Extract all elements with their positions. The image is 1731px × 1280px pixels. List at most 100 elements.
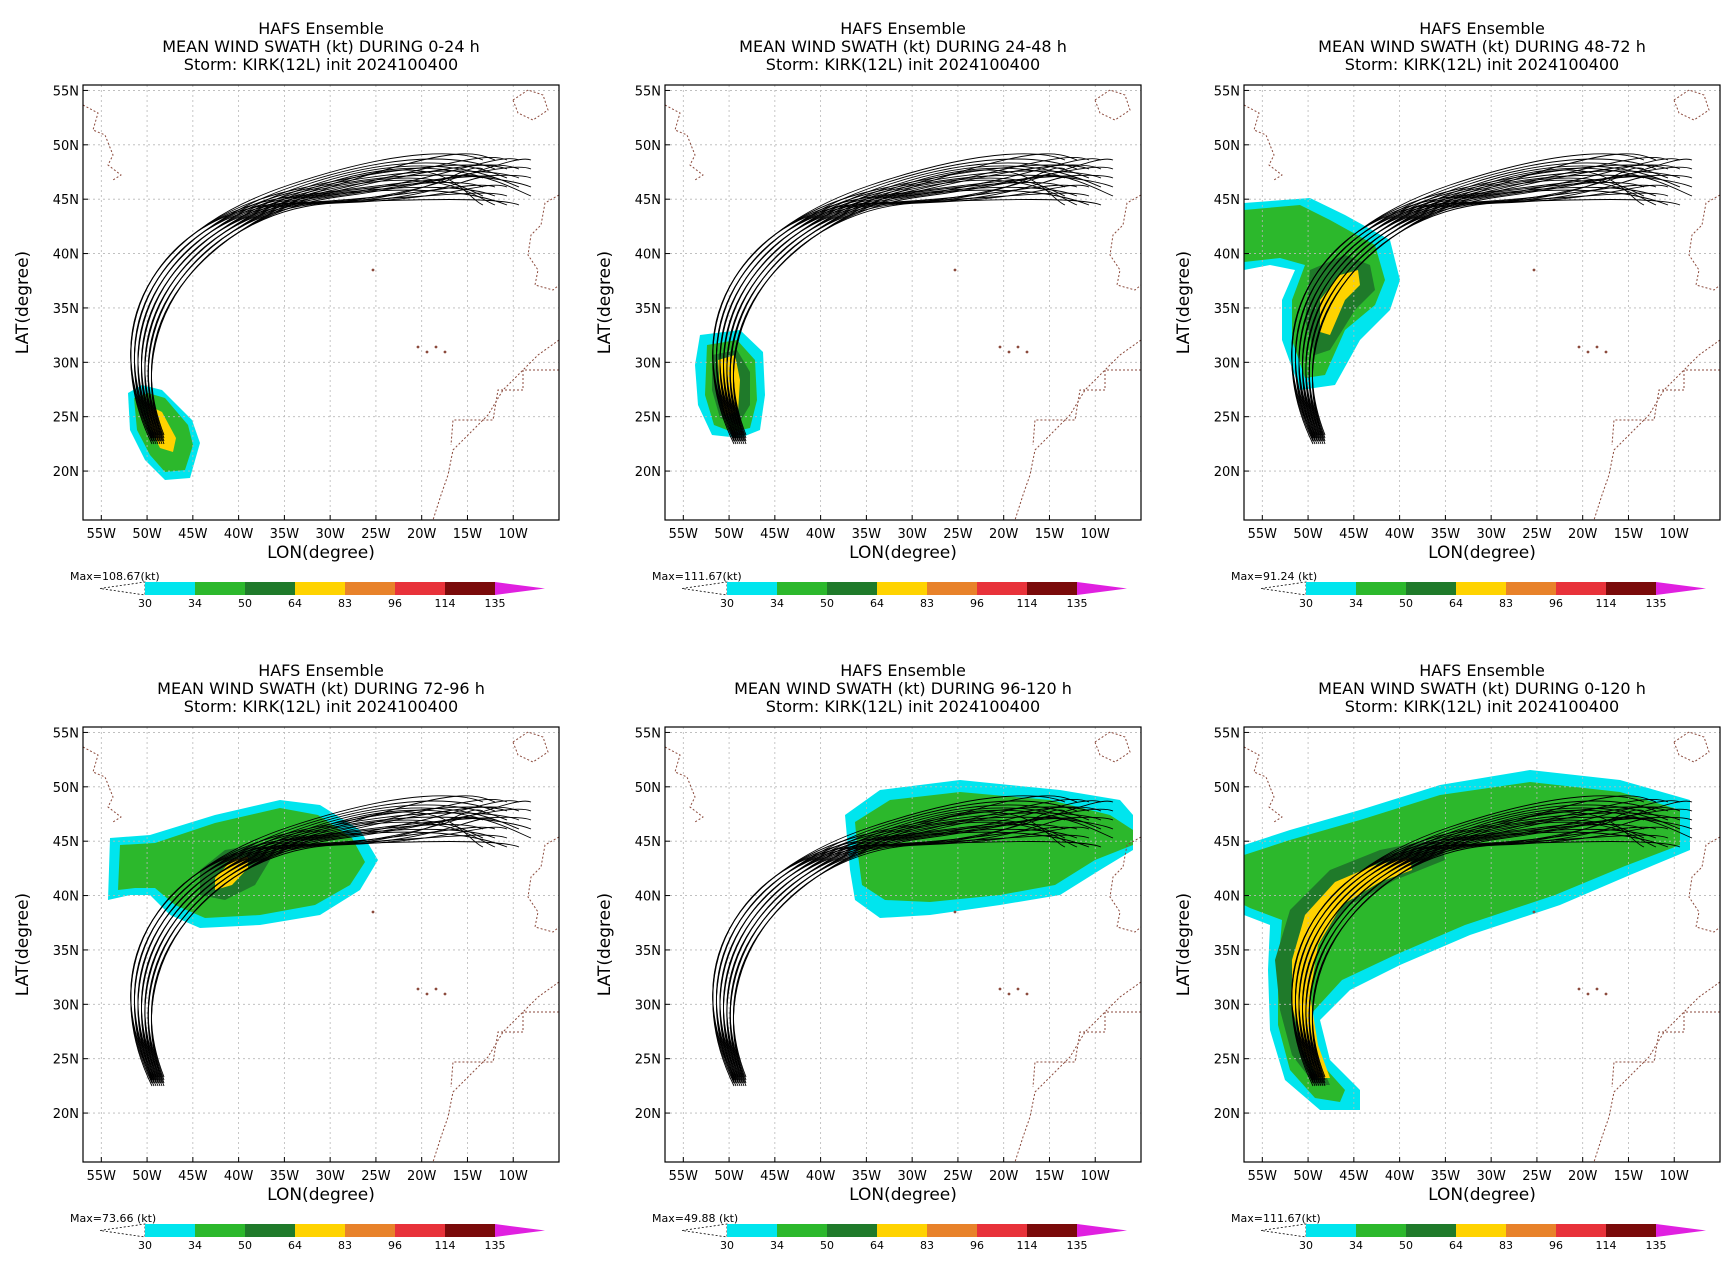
colorbar-bin xyxy=(927,582,977,595)
colorbar-bin xyxy=(1027,1224,1077,1237)
lat-tick-label: 25N xyxy=(1214,411,1240,426)
lon-tick-label: 20W xyxy=(1568,527,1598,542)
canary-islands xyxy=(1586,992,1590,996)
ensemble-track xyxy=(137,174,532,439)
lon-tick-label: 55W xyxy=(1248,1169,1278,1184)
y-axis-label: LAT(degree) xyxy=(1174,893,1194,996)
lat-tick-label: 35N xyxy=(635,944,661,959)
ensemble-track xyxy=(723,177,1066,439)
lat-tick-label: 35N xyxy=(1214,302,1240,317)
colorbar-level-label: 30 xyxy=(720,597,734,610)
africa-coast xyxy=(1014,339,1141,520)
map-frame xyxy=(1243,726,1721,1163)
ensemble-track xyxy=(144,809,484,1087)
colorbar-level-label: 34 xyxy=(188,1239,202,1252)
colorbar-bin xyxy=(295,1224,345,1237)
colorbar-level-label: 135 xyxy=(1067,1239,1088,1252)
map-frame xyxy=(82,84,560,521)
lon-tick-label: 45W xyxy=(760,1169,790,1184)
ensemble-track xyxy=(137,186,496,442)
colorbar-level-label: 50 xyxy=(238,597,252,610)
lat-tick-label: 25N xyxy=(635,411,661,426)
ensemble-track xyxy=(1305,167,1645,445)
lon-tick-label: 25W xyxy=(1522,527,1552,542)
lon-tick-label: 55W xyxy=(1248,527,1278,542)
ensemble-track xyxy=(130,184,496,445)
iberia-coast xyxy=(1109,194,1141,291)
canary-islands xyxy=(1025,992,1029,996)
colorbar-level-label: 50 xyxy=(820,1239,834,1252)
ensemble-track xyxy=(733,184,1090,445)
lon-tick-label: 15W xyxy=(1035,527,1065,542)
lat-tick-label: 55N xyxy=(635,84,661,99)
azores-island xyxy=(371,910,375,914)
canary-islands xyxy=(1577,345,1581,349)
max-wind-label: Max=49.88 (kt) xyxy=(652,1212,738,1225)
lon-tick-label: 10W xyxy=(1660,1169,1690,1184)
lon-tick-label: 25W xyxy=(943,1169,973,1184)
ensemble-track xyxy=(712,826,1078,1087)
lat-tick-label: 20N xyxy=(1214,1107,1240,1122)
ensemble-track xyxy=(726,167,1114,436)
panel-title-storm: Storm: KIRK(12L) init 2024100400 xyxy=(1345,55,1619,74)
colorbar-level-label: 50 xyxy=(238,1239,252,1252)
colorbar-level-label: 83 xyxy=(1499,1239,1513,1252)
colorbar-level-label: 114 xyxy=(435,1239,456,1252)
max-wind-label: Max=73.66 (kt) xyxy=(70,1212,156,1225)
canary-islands xyxy=(443,350,447,354)
y-axis-label: LAT(degree) xyxy=(13,893,33,996)
africa-borders xyxy=(450,369,559,446)
canary-islands xyxy=(416,345,420,349)
lat-tick-label: 20N xyxy=(635,1107,661,1122)
colorbar-bin xyxy=(727,1224,777,1237)
lon-tick-label: 50W xyxy=(132,1169,162,1184)
y-axis-label: LAT(degree) xyxy=(13,251,33,354)
colorbar-bin xyxy=(977,1224,1027,1237)
colorbar-bin xyxy=(445,582,495,595)
lat-tick-label: 25N xyxy=(1214,1053,1240,1068)
lon-tick-label: 20W xyxy=(407,1169,437,1184)
ensemble-track xyxy=(719,174,1114,439)
colorbar-bin xyxy=(1456,1224,1506,1237)
ensemble-track xyxy=(1312,184,1669,445)
ensemble-track xyxy=(1305,809,1645,1087)
lat-tick-label: 55N xyxy=(53,84,79,99)
ensemble-track xyxy=(712,174,1114,442)
ensemble-track xyxy=(151,826,508,1087)
max-wind-label: Max=108.67(kt) xyxy=(70,570,160,583)
ensemble-track xyxy=(147,818,496,1087)
lon-tick-label: 50W xyxy=(1293,1169,1323,1184)
lat-tick-label: 25N xyxy=(635,1053,661,1068)
lon-tick-label: 40W xyxy=(806,527,836,542)
panel-title-storm: Storm: KIRK(12L) init 2024100400 xyxy=(766,55,1040,74)
x-axis-label: LON(degree) xyxy=(267,1185,375,1205)
newfoundland-coast xyxy=(1244,746,1283,823)
colorbar-bin xyxy=(877,1224,927,1237)
lon-tick-label: 15W xyxy=(1035,1169,1065,1184)
ensemble-track xyxy=(1308,818,1657,1087)
lon-tick-label: 20W xyxy=(989,1169,1019,1184)
ensemble-track xyxy=(716,181,1066,442)
lat-tick-label: 50N xyxy=(1214,139,1240,154)
colorbar-bin xyxy=(445,1224,495,1237)
ensemble-track xyxy=(733,826,1090,1087)
lat-tick-label: 45N xyxy=(53,835,79,850)
colorbar-bin xyxy=(295,582,345,595)
azores-island xyxy=(1532,910,1536,914)
ensemble-track xyxy=(1298,199,1681,445)
ensemble-track xyxy=(1291,184,1657,445)
colorbar-bin xyxy=(877,582,927,595)
ensemble-track xyxy=(144,167,532,436)
newfoundland-coast xyxy=(665,746,704,823)
ensemble-track xyxy=(130,174,532,442)
ensemble-track xyxy=(716,192,1090,445)
lat-tick-label: 30N xyxy=(635,356,661,371)
africa-borders xyxy=(1032,1011,1141,1088)
canary-islands xyxy=(1007,992,1011,996)
lat-tick-label: 20N xyxy=(635,465,661,480)
max-wind-label: Max=91.24 (kt) xyxy=(1231,570,1317,583)
colorbar-level-label: 64 xyxy=(1449,597,1463,610)
ensemble-track xyxy=(130,826,496,1087)
lon-tick-label: 50W xyxy=(132,527,162,542)
ensemble-track xyxy=(151,164,520,439)
